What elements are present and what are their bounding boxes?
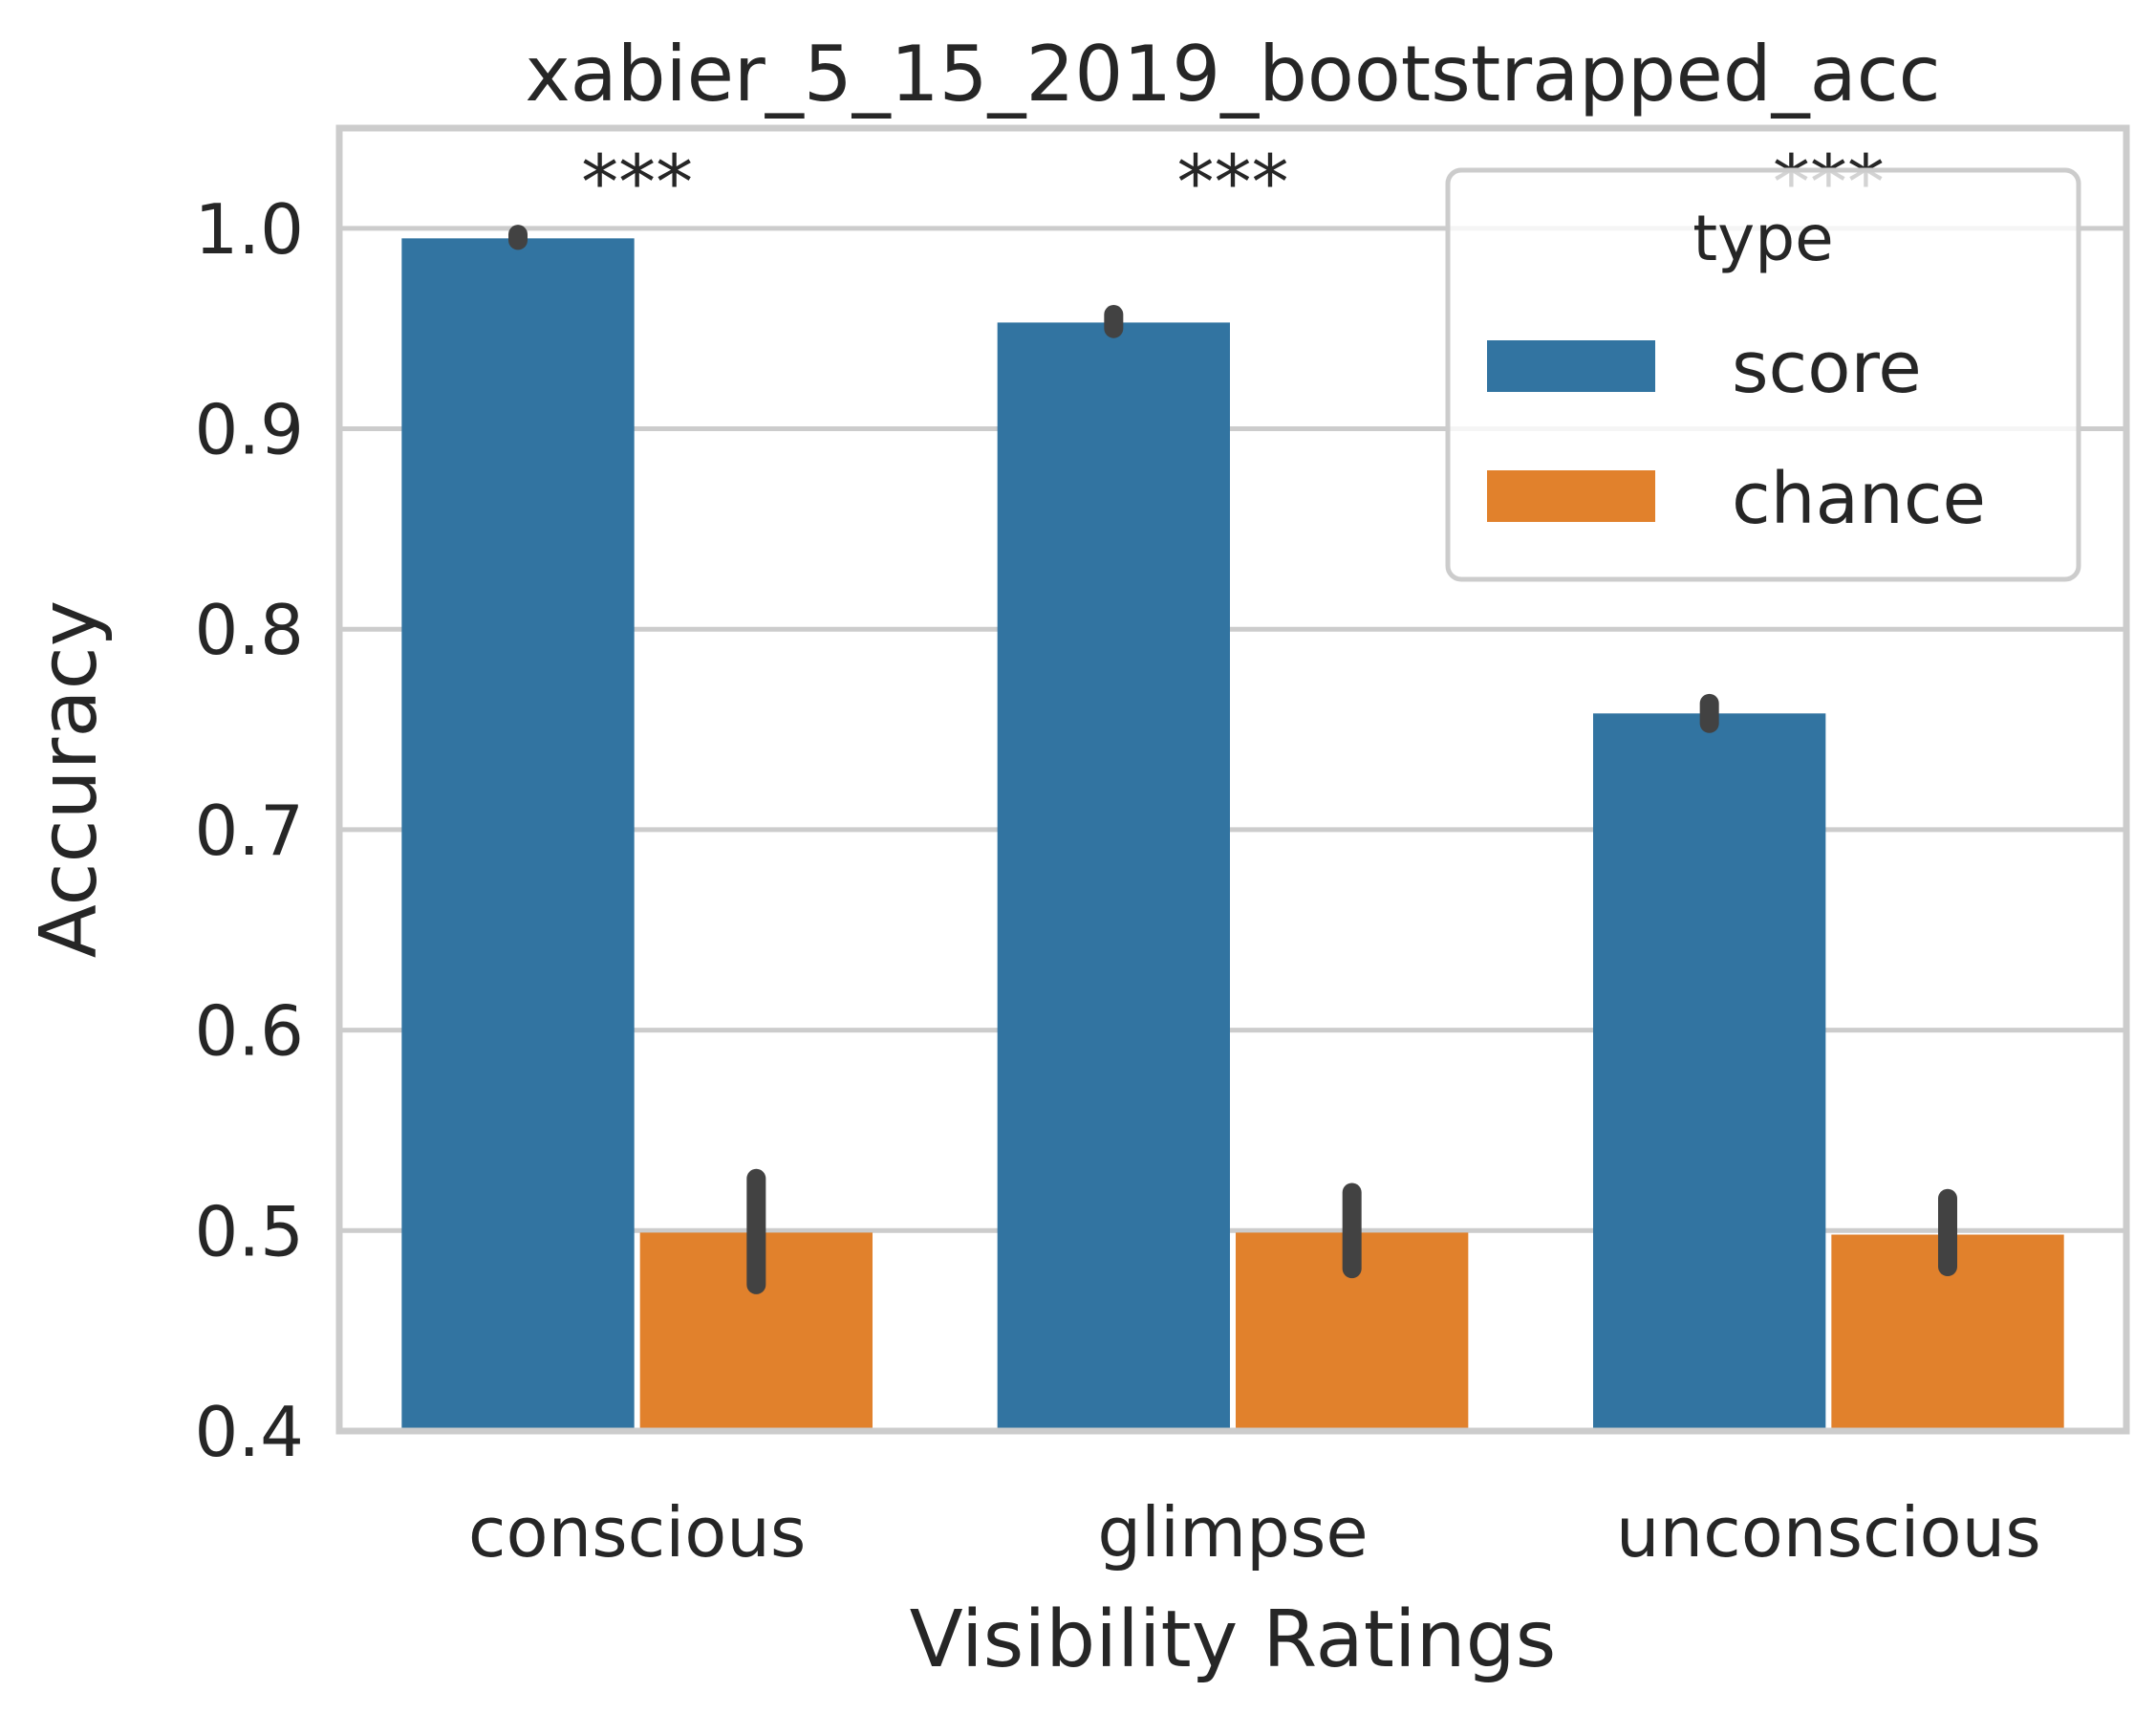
legend-swatch-score <box>1487 340 1655 392</box>
chart-title: xabier_5_15_2019_bootstrapped_acc <box>525 30 1940 119</box>
significance-marker-conscious: *** <box>581 141 693 227</box>
y-tick-label: 0.5 <box>194 1191 304 1271</box>
y-tick-label: 0.4 <box>194 1392 304 1472</box>
x-tick-label-conscious: conscious <box>468 1492 807 1573</box>
legend-title: type <box>1692 202 1833 275</box>
x-tick-label-glimpse: glimpse <box>1097 1492 1368 1573</box>
legend-swatch-chance <box>1487 470 1655 522</box>
legend-label-score: score <box>1732 327 1922 409</box>
bars <box>401 238 2064 1431</box>
x-axis-label: Visibility Ratings <box>910 1595 1557 1685</box>
significance-annotations: ********* <box>581 141 1885 227</box>
y-tick-labels: 0.4 0.5 0.6 0.7 0.8 0.9 1.0 <box>194 189 304 1472</box>
x-tick-label-unconscious: unconscious <box>1616 1492 2041 1573</box>
y-tick-label: 0.7 <box>194 791 304 871</box>
error-bars <box>508 225 1957 1294</box>
legend-label-chance: chance <box>1732 458 1986 540</box>
legend: type score chance <box>1445 167 2081 582</box>
x-tick-labels: conscious glimpse unconscious <box>468 1492 2041 1573</box>
y-tick-label: 0.8 <box>194 590 304 670</box>
y-tick-label: 0.6 <box>194 991 304 1072</box>
y-tick-label: 1.0 <box>194 189 304 270</box>
y-axis-label: Accuracy <box>24 600 115 958</box>
bar-score-unconscious <box>1593 713 1826 1431</box>
y-tick-label: 0.9 <box>194 390 304 470</box>
bar-score-glimpse <box>997 322 1230 1431</box>
significance-marker-glimpse: *** <box>1177 141 1289 227</box>
plot-frame <box>335 124 2130 1435</box>
bar-score-conscious <box>401 238 635 1431</box>
